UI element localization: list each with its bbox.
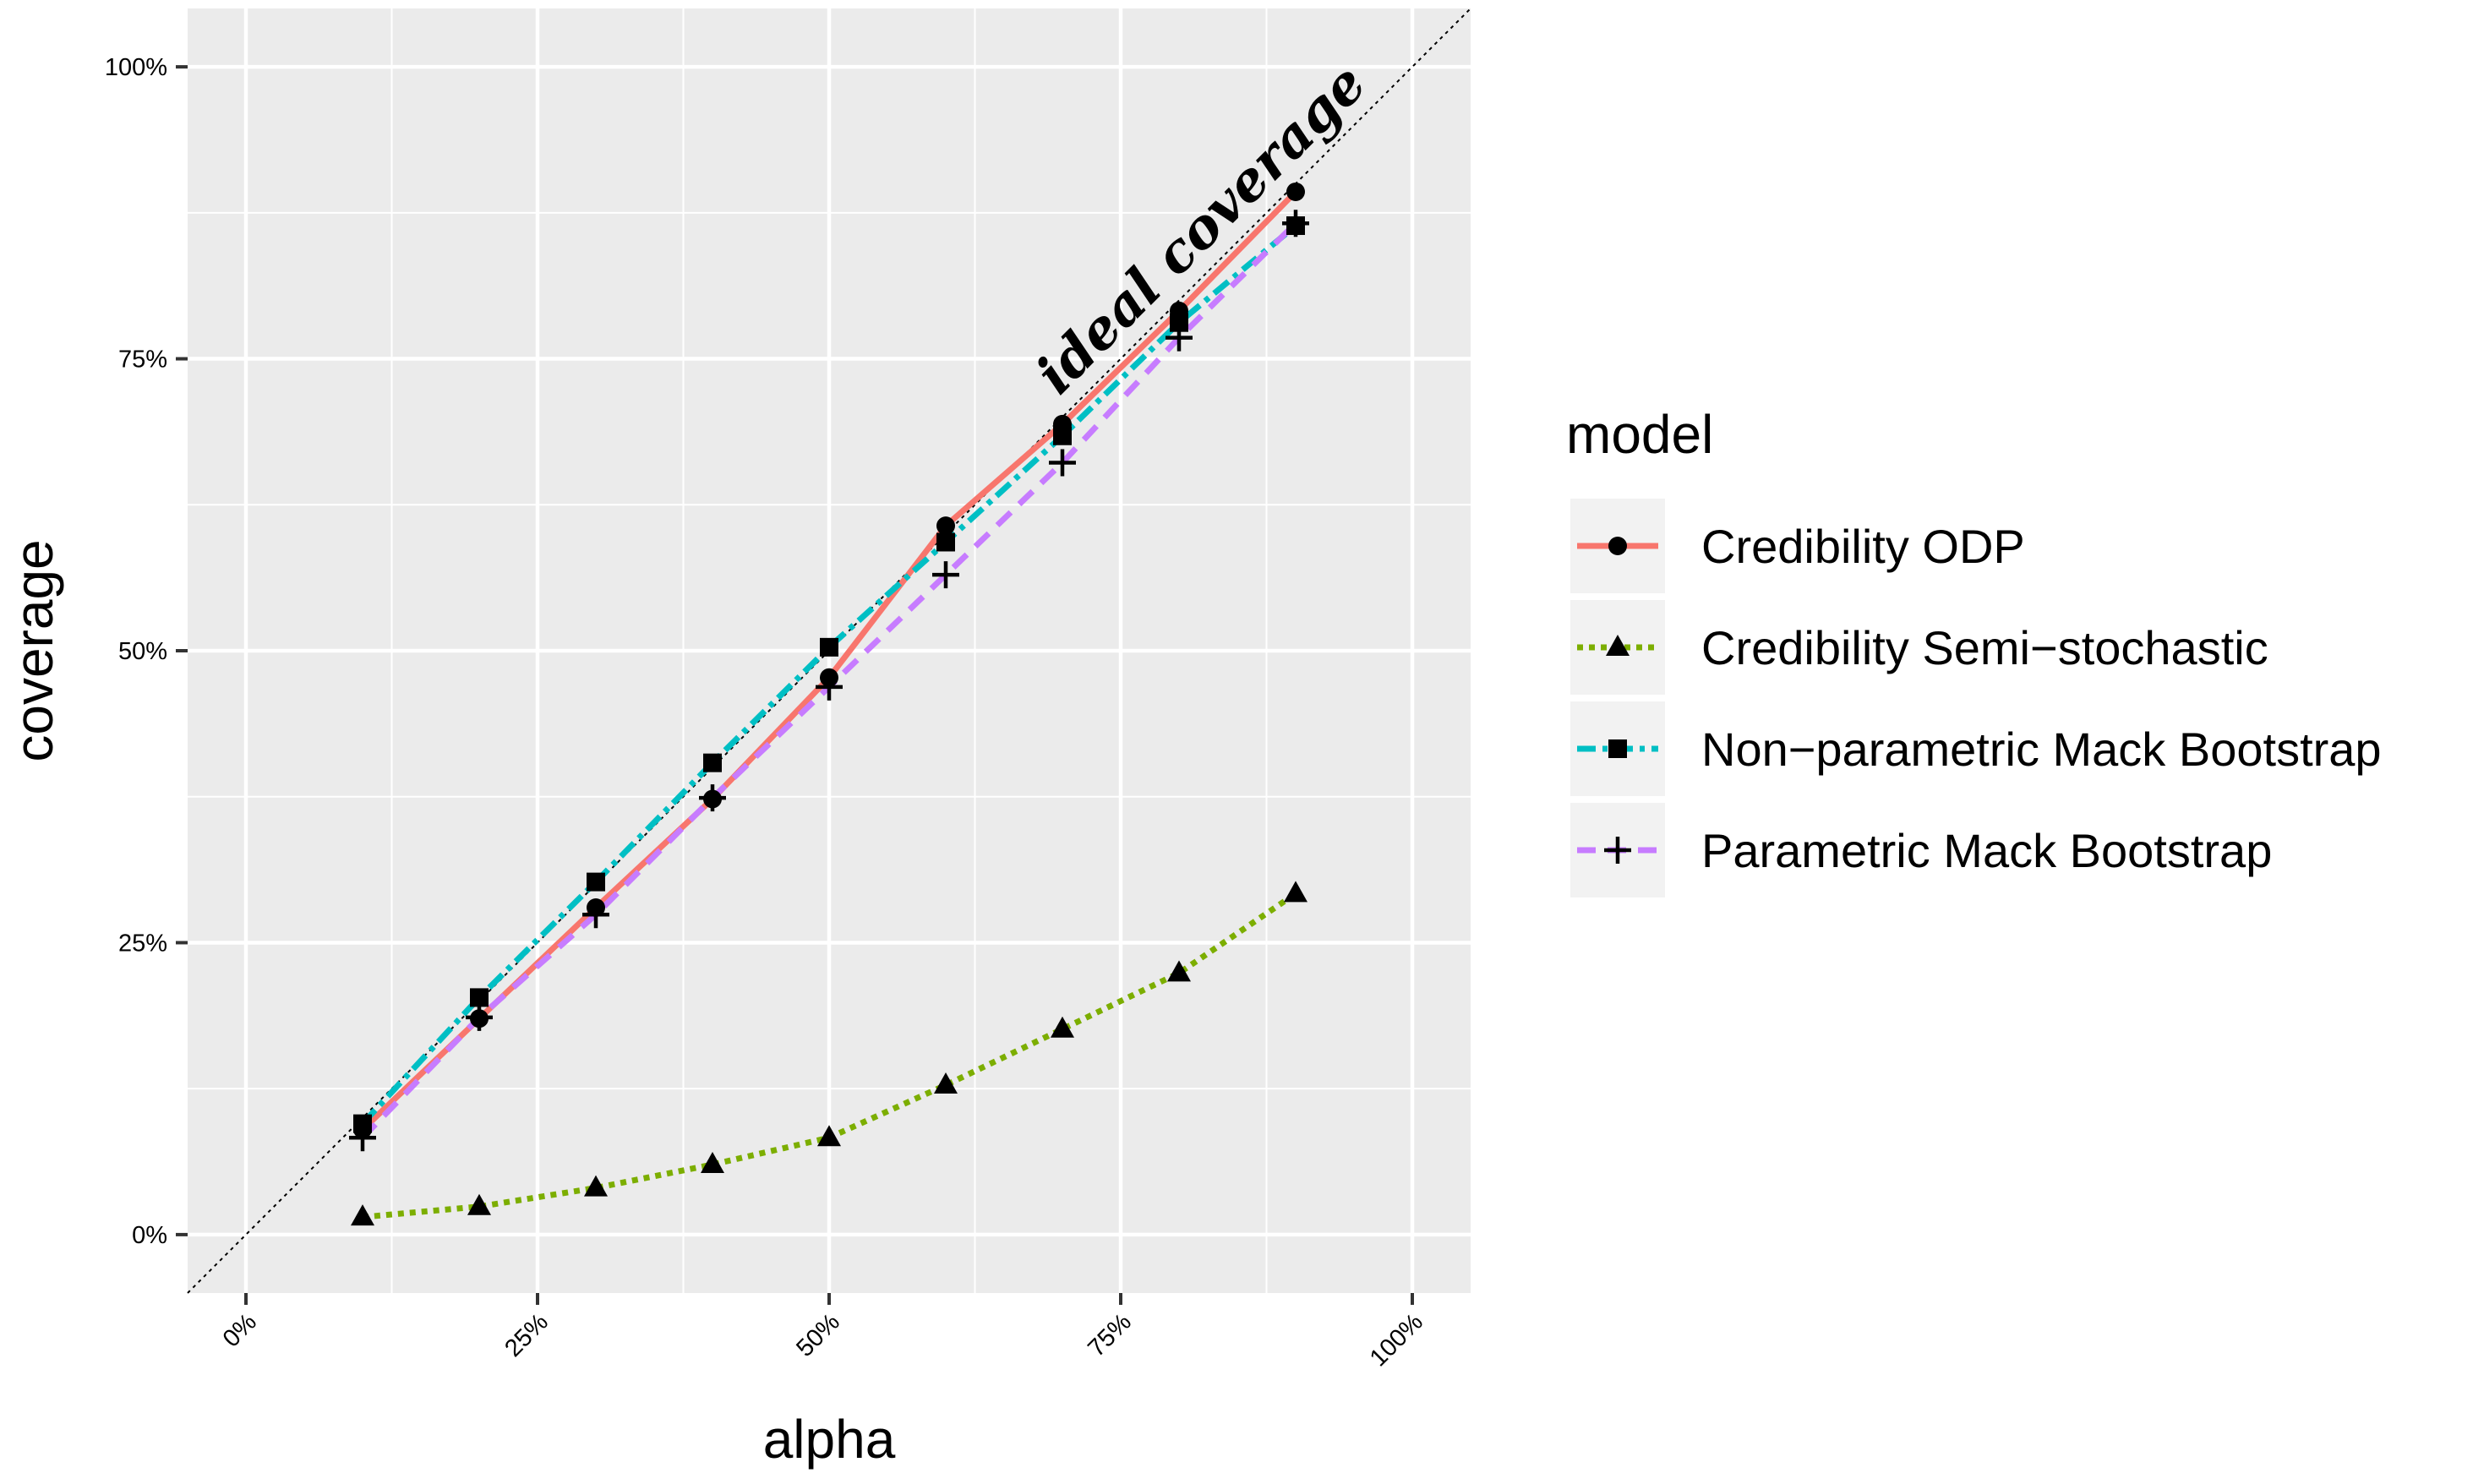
legend-label: Parametric Mack Bootstrap bbox=[1701, 824, 2272, 877]
data-point bbox=[1284, 881, 1307, 903]
data-point bbox=[1286, 182, 1305, 201]
x-tick-label: 25% bbox=[500, 1308, 554, 1362]
x-tick-label: 50% bbox=[791, 1308, 845, 1362]
data-point bbox=[1170, 313, 1188, 332]
legend-key-marker bbox=[1608, 537, 1627, 555]
x-tick-label: 0% bbox=[218, 1308, 262, 1352]
data-point bbox=[934, 1072, 958, 1094]
data-point bbox=[470, 988, 489, 1007]
data-point bbox=[1053, 426, 1072, 445]
y-tick-label: 0% bbox=[132, 1222, 167, 1249]
data-point bbox=[467, 1193, 491, 1215]
y-axis: 0% 25% 50% 75% 100% bbox=[105, 54, 188, 1249]
data-point bbox=[587, 872, 605, 892]
legend-label: Credibility ODP bbox=[1701, 520, 2025, 573]
y-tick-label: 50% bbox=[118, 638, 167, 665]
y-tick-label: 75% bbox=[118, 346, 167, 374]
legend-title: model bbox=[1566, 404, 1713, 465]
data-point bbox=[820, 637, 838, 657]
x-tick-label: 75% bbox=[1083, 1308, 1137, 1362]
data-point bbox=[584, 1175, 608, 1197]
data-point bbox=[353, 1114, 372, 1133]
data-point bbox=[936, 532, 955, 552]
x-tick-label: 100% bbox=[1365, 1308, 1428, 1372]
legend-label: Credibility Semi−stochastic bbox=[1701, 621, 2268, 674]
data-point bbox=[1166, 324, 1193, 352]
data-point bbox=[351, 1204, 374, 1226]
legend-key-marker bbox=[1606, 635, 1630, 656]
data-point bbox=[466, 1003, 493, 1031]
y-axis-title: coverage bbox=[3, 539, 64, 761]
legend-key-marker bbox=[1604, 837, 1631, 864]
data-point bbox=[701, 1152, 724, 1173]
y-tick-label: 25% bbox=[118, 930, 167, 957]
data-point bbox=[932, 561, 959, 589]
series-points bbox=[349, 182, 1309, 1226]
data-point bbox=[936, 516, 955, 536]
legend-key-marker bbox=[1608, 739, 1627, 758]
data-point bbox=[699, 784, 726, 812]
data-point bbox=[349, 1124, 376, 1152]
y-tick-label: 100% bbox=[105, 54, 167, 81]
x-axis: 0% 25% 50% 75% 100% bbox=[218, 1293, 1428, 1372]
legend-label: Non−parametric Mack Bootstrap bbox=[1701, 723, 2382, 776]
series-line bbox=[360, 223, 1298, 1127]
data-point bbox=[703, 753, 722, 772]
data-point bbox=[1049, 449, 1076, 477]
legend: Credibility ODP Credibility Semi−stochast… bbox=[1570, 499, 2382, 897]
data-point bbox=[817, 1125, 841, 1147]
data-point bbox=[582, 901, 609, 929]
data-point bbox=[1051, 1016, 1074, 1038]
data-point bbox=[1282, 210, 1309, 237]
x-axis-title: alpha bbox=[763, 1409, 896, 1470]
data-point bbox=[816, 673, 843, 701]
data-point bbox=[1167, 960, 1191, 982]
